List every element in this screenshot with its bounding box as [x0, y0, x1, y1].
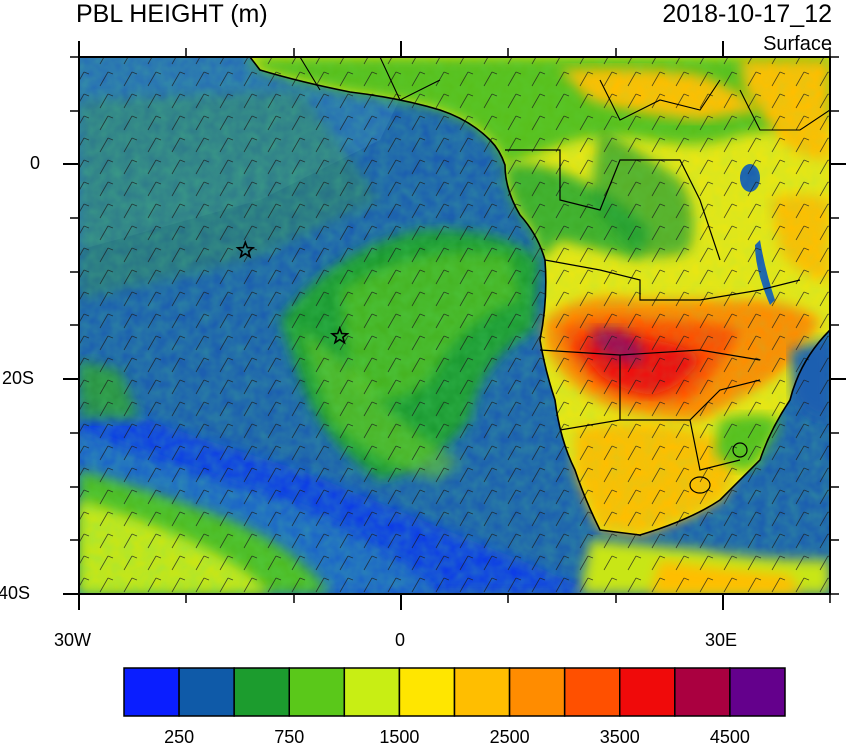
colorbar-swatch-3	[233, 667, 290, 717]
colorbar-label-1500: 1500	[379, 727, 420, 747]
colorbar-label-3500: 3500	[599, 727, 640, 747]
level-label: Surface	[763, 33, 832, 55]
colorbar-swatch-5	[343, 667, 401, 717]
colorbar-swatch-10	[619, 667, 676, 717]
star-marker-1	[235, 240, 256, 259]
colorbar-label-4500: 4500	[709, 727, 750, 747]
colorbar-label-750: 750	[274, 727, 305, 747]
star-marker-2	[329, 325, 350, 345]
colorbar	[123, 667, 786, 717]
axis-ticks	[63, 41, 846, 610]
colorbar-swatch-9	[563, 667, 621, 717]
colorbar-swatch-4	[288, 667, 346, 717]
lat-label-20s: 20S	[2, 368, 35, 388]
colorbar-swatch-7	[453, 667, 511, 717]
colorbar-swatch-1	[123, 667, 180, 717]
colorbar-label-2500: 2500	[489, 727, 530, 747]
lon-label-0: 0	[395, 630, 406, 650]
lon-label-30w: 30W	[54, 630, 92, 650]
map-title: PBL HEIGHT (m)	[76, 0, 268, 28]
colorbar-swatch-2	[178, 667, 235, 717]
colorbar-swatch-11	[674, 667, 731, 717]
lat-label-40s: 40S	[0, 583, 31, 603]
datetime-label: 2018-10-17_12	[662, 0, 832, 28]
colorbar-swatch-8	[508, 667, 566, 717]
lat-label-0: 0	[30, 153, 41, 173]
colorbar-swatch-6	[398, 667, 456, 717]
pbl-field	[79, 57, 830, 594]
lon-label-30e: 30E	[705, 630, 738, 650]
colorbar-label-250: 250	[164, 727, 195, 747]
colorbar-swatch-12	[729, 667, 786, 717]
